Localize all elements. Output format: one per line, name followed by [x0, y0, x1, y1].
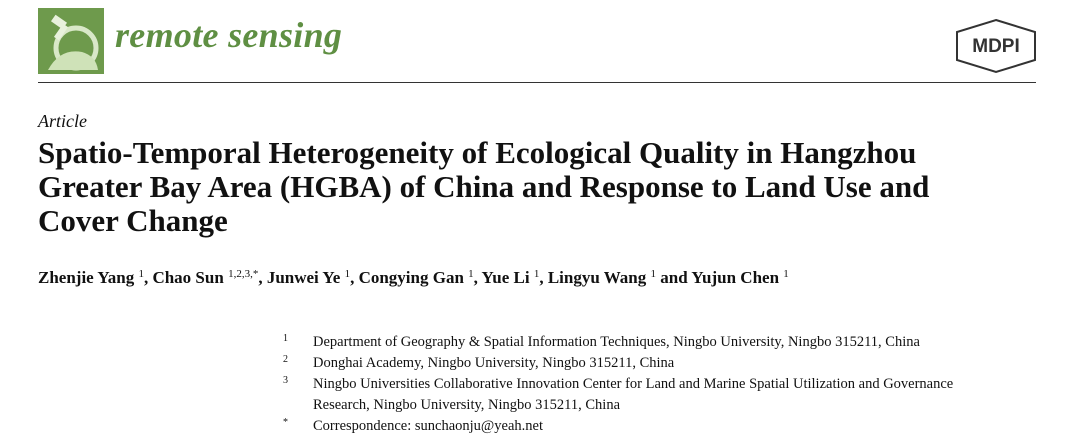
publisher-name: MDPI [972, 36, 1020, 57]
publisher-logo: MDPI [956, 18, 1036, 74]
affiliation-marker: * [283, 417, 288, 428]
author-separator: , [143, 268, 149, 287]
header-rule [38, 82, 1036, 83]
author-affiliation: 1 [138, 268, 144, 280]
author-list: Zhenjie Yang 1, Chao Sun 1,2,3,*, Junwei… [38, 268, 789, 288]
affiliation: 2 Donghai Academy, Ningbo University, Nin… [283, 353, 983, 374]
author-name: Yujun Chen [691, 268, 780, 287]
author-name: Lingyu Wang [547, 268, 647, 287]
author-name: Congying Gan [358, 268, 464, 287]
author-affiliation: 1 [468, 268, 474, 280]
affiliation: * Correspondence: sunchaonju@yeah.net [283, 416, 983, 437]
author-affiliation: 1 [650, 268, 657, 280]
affiliation-list: 1 Department of Geography & Spatial Infor… [283, 332, 983, 437]
affiliation-text: Donghai Academy, Ningbo University, Ning… [313, 355, 675, 371]
journal-logo [38, 8, 104, 74]
title-line: Cover Change [38, 203, 228, 238]
author-name: Zhenjie Yang [38, 268, 135, 287]
affiliation-text: Ningbo Universities Collaborative Innova… [313, 376, 954, 413]
article-type: Article [38, 111, 87, 131]
author-separator: , [350, 268, 355, 287]
author-name: Junwei Ye [266, 268, 341, 287]
author-affiliation: 1 [344, 268, 351, 280]
journal-name: remote sensing [115, 15, 343, 55]
author-affiliation: 1,2,3,* [228, 268, 259, 280]
article-title: Spatio-Temporal Heterogeneity of Ecologi… [38, 136, 929, 238]
author-separator: , [473, 268, 478, 287]
title-line: Greater Bay Area (HGBA) of China and Res… [38, 169, 930, 204]
author-name: Chao Sun [152, 268, 224, 287]
affiliation: 3 Ningbo Universities Collaborative Innov… [283, 374, 983, 416]
affiliation-marker: 3 [283, 375, 288, 386]
author-affiliation: 1 [533, 268, 540, 280]
author-affiliation: 1 [783, 268, 789, 280]
title-line: Spatio-Temporal Heterogeneity of Ecologi… [38, 135, 917, 170]
affiliation-text: Correspondence: sunchaonju@yeah.net [313, 418, 543, 434]
author-separator: and [660, 268, 688, 287]
author-separator: , [258, 268, 263, 287]
affiliation-marker: 2 [283, 354, 288, 365]
author-separator: , [539, 268, 544, 287]
author-name: Yue Li [481, 268, 530, 287]
affiliation-text: Department of Geography & Spatial Inform… [313, 334, 920, 350]
affiliation: 1 Department of Geography & Spatial Infor… [283, 332, 983, 353]
affiliation-marker: 1 [283, 333, 288, 344]
